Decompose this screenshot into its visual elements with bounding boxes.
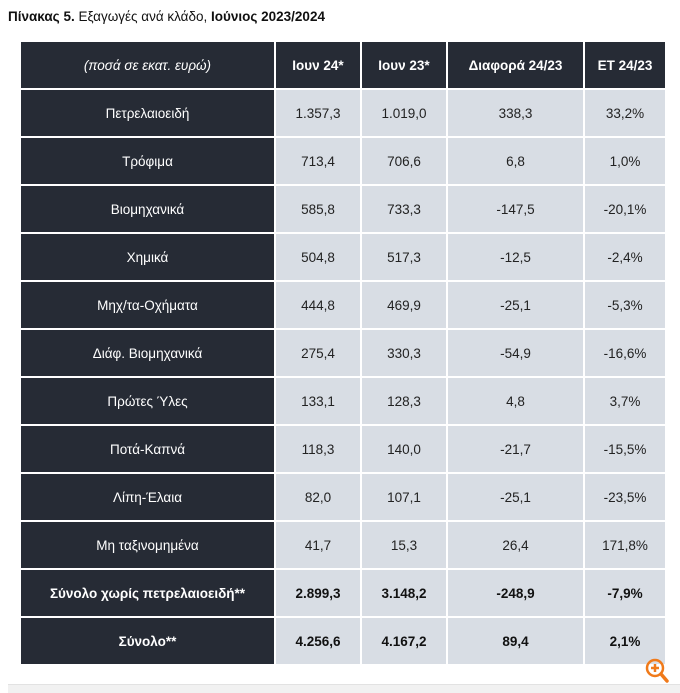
- row-label: Σύνολο χωρίς πετρελαιοειδή**: [19, 568, 276, 618]
- table-row: Σύνολο χωρίς πετρελαιοειδή** 2.899,3 3.148…: [19, 568, 667, 618]
- zoom-in-icon[interactable]: [645, 658, 669, 684]
- row-label: Χημικά: [19, 232, 276, 282]
- table-cell: -16,6%: [583, 328, 667, 378]
- table-cell: 1.357,3: [274, 88, 362, 138]
- table-cell: 133,1: [274, 376, 362, 426]
- row-label: Μη ταξινομημένα: [19, 520, 276, 570]
- row-label: Μηχ/τα-Οχήματα: [19, 280, 276, 330]
- table-cell: -12,5: [446, 232, 585, 282]
- header-row: (ποσά σε εκατ. ευρώ) Ιουν 24* Ιουν 23* Δ…: [19, 42, 667, 90]
- row-label: Τρόφιμα: [19, 136, 276, 186]
- table-cell: 2,1%: [583, 616, 667, 666]
- table-cell: 6,8: [446, 136, 585, 186]
- table-cell: -23,5%: [583, 472, 667, 522]
- row-label: Λίπη-Έλαια: [19, 472, 276, 522]
- header-cell: (ποσά σε εκατ. ευρώ): [19, 42, 276, 90]
- table-cell: 4.167,2: [360, 616, 448, 666]
- row-label: Διάφ. Βιομηχανικά: [19, 328, 276, 378]
- table-cell: 275,4: [274, 328, 362, 378]
- header-cell: ΕΤ 24/23: [583, 42, 667, 90]
- caption-prefix: Πίνακας 5.: [8, 9, 75, 24]
- bottom-bar: [8, 684, 680, 693]
- table-row: Βιομηχανικά 585,8 733,3 -147,5 -20,1%: [19, 184, 667, 234]
- table-cell: -147,5: [446, 184, 585, 234]
- row-label: Ποτά-Καπνά: [19, 424, 276, 474]
- caption-middle: Εξαγωγές ανά κλάδο,: [74, 9, 212, 24]
- table-cell: 118,3: [274, 424, 362, 474]
- table-cell: 4,8: [446, 376, 585, 426]
- table-cell: 41,7: [274, 520, 362, 570]
- table-cell: 107,1: [360, 472, 448, 522]
- header-cell: Διαφορά 24/23: [446, 42, 585, 90]
- row-label: Σύνολο**: [19, 616, 276, 666]
- table-cell: 504,8: [274, 232, 362, 282]
- row-label: Βιομηχανικά: [19, 184, 276, 234]
- table-cell: 469,9: [360, 280, 448, 330]
- table-cell: -15,5%: [583, 424, 667, 474]
- table-cell: 338,3: [446, 88, 585, 138]
- header-cell: Ιουν 24*: [274, 42, 362, 90]
- exports-table: (ποσά σε εκατ. ευρώ) Ιουν 24* Ιουν 23* Δ…: [19, 42, 667, 666]
- table-cell: 3,7%: [583, 376, 667, 426]
- table-cell: 3.148,2: [360, 568, 448, 618]
- table-cell: 517,3: [360, 232, 448, 282]
- table-cell: 713,4: [274, 136, 362, 186]
- table-row: Μηχ/τα-Οχήματα 444,8 469,9 -25,1 -5,3%: [19, 280, 667, 330]
- table-cell: -248,9: [446, 568, 585, 618]
- table-cell: 140,0: [360, 424, 448, 474]
- table-row: Διάφ. Βιομηχανικά 275,4 330,3 -54,9 -16,6%: [19, 328, 667, 378]
- table-row: Χημικά 504,8 517,3 -12,5 -2,4%: [19, 232, 667, 282]
- table-row: Ποτά-Καπνά 118,3 140,0 -21,7 -15,5%: [19, 424, 667, 474]
- table-cell: 330,3: [360, 328, 448, 378]
- table-cell: 89,4: [446, 616, 585, 666]
- table-cell: -20,1%: [583, 184, 667, 234]
- table-cell: 1.019,0: [360, 88, 448, 138]
- table-row: Μη ταξινομημένα 41,7 15,3 26,4 171,8%: [19, 520, 667, 570]
- table-cell: -7,9%: [583, 568, 667, 618]
- table-cell: -5,3%: [583, 280, 667, 330]
- table-cell: -25,1: [446, 280, 585, 330]
- caption-suffix: Ιούνιος 2023/2024: [211, 9, 325, 24]
- table-cell: 444,8: [274, 280, 362, 330]
- table-row: Τρόφιμα 713,4 706,6 6,8 1,0%: [19, 136, 667, 186]
- table-cell: 15,3: [360, 520, 448, 570]
- table-cell: 171,8%: [583, 520, 667, 570]
- table-caption: Πίνακας 5. Εξαγωγές ανά κλάδο, Ιούνιος 2…: [8, 9, 325, 24]
- row-label: Πετρελαιοειδή: [19, 88, 276, 138]
- table-cell: 733,3: [360, 184, 448, 234]
- table-cell: -21,7: [446, 424, 585, 474]
- table-cell: 1,0%: [583, 136, 667, 186]
- table-row: Πετρελαιοειδή 1.357,3 1.019,0 338,3 33,2%: [19, 88, 667, 138]
- table-cell: -2,4%: [583, 232, 667, 282]
- table-row: Πρώτες Ύλες 133,1 128,3 4,8 3,7%: [19, 376, 667, 426]
- table-cell: -54,9: [446, 328, 585, 378]
- header-cell: Ιουν 23*: [360, 42, 448, 90]
- row-label: Πρώτες Ύλες: [19, 376, 276, 426]
- table-cell: 82,0: [274, 472, 362, 522]
- table-cell: -25,1: [446, 472, 585, 522]
- table-cell: 128,3: [360, 376, 448, 426]
- table-cell: 585,8: [274, 184, 362, 234]
- table-row: Σύνολο** 4.256,6 4.167,2 89,4 2,1%: [19, 616, 667, 666]
- table-row: Λίπη-Έλαια 82,0 107,1 -25,1 -23,5%: [19, 472, 667, 522]
- table-cell: 4.256,6: [274, 616, 362, 666]
- table-cell: 706,6: [360, 136, 448, 186]
- table-cell: 26,4: [446, 520, 585, 570]
- table-cell: 33,2%: [583, 88, 667, 138]
- table-cell: 2.899,3: [274, 568, 362, 618]
